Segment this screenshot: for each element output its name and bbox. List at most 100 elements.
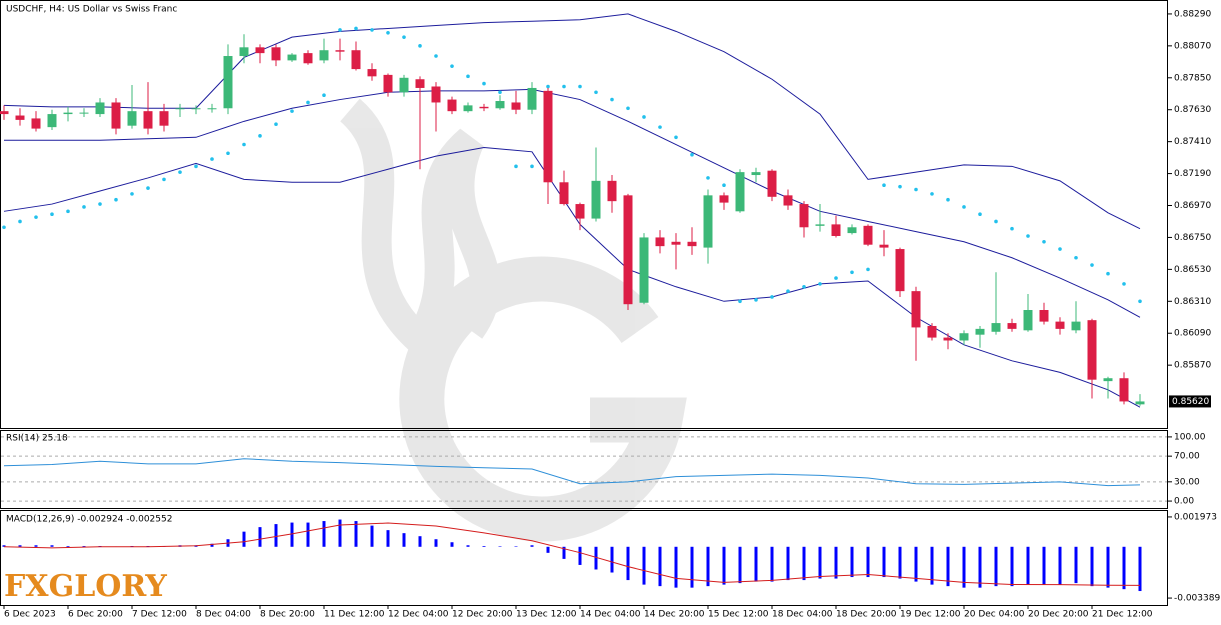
- candle-body: [527, 87, 537, 110]
- x-tick-label: 8 Dec 20:00: [260, 610, 315, 620]
- sar-dot: [114, 197, 118, 202]
- macd-bar: [338, 519, 342, 547]
- y-tick-label: -0.003389: [1174, 594, 1220, 604]
- candle-body: [879, 244, 889, 248]
- y-tick-label: 0.00: [1174, 497, 1194, 507]
- candle-body: [175, 108, 185, 110]
- sar-dot: [642, 115, 646, 119]
- sar-dot: [1122, 282, 1126, 286]
- candle-body: [671, 241, 681, 245]
- sar-dot: [514, 164, 518, 169]
- macd-bar: [434, 539, 438, 547]
- macd-bar: [50, 545, 54, 547]
- sar-dot: [530, 164, 534, 169]
- candle-body: [15, 115, 25, 120]
- macd-bar: [1138, 546, 1142, 592]
- candle-body: [351, 50, 361, 70]
- macd-bar: [210, 543, 214, 547]
- macd-bar: [530, 545, 534, 547]
- sar-dot: [770, 295, 774, 299]
- candle-body: [159, 111, 169, 126]
- sar-dot: [546, 84, 550, 89]
- candle-body: [703, 195, 713, 248]
- candle-body: [767, 170, 777, 197]
- x-tick-label: 20 Dec 20:00: [1028, 610, 1089, 620]
- sar-dot: [162, 177, 166, 182]
- macd-bar: [386, 530, 390, 547]
- sar-dot: [306, 100, 310, 105]
- candle-body: [719, 195, 729, 203]
- sar-dot: [786, 289, 790, 293]
- macd-bar: [466, 545, 470, 547]
- y-tick-label: 0.87630: [1174, 105, 1211, 115]
- sar-dot: [66, 209, 70, 214]
- sar-dot: [1010, 226, 1014, 231]
- sar-dot: [594, 90, 598, 95]
- candle-body: [543, 90, 553, 183]
- macd-bar: [498, 546, 502, 547]
- sar-dot: [962, 205, 966, 209]
- x-tick-label: 18 Dec 20:00: [836, 610, 897, 620]
- macd-bar: [258, 527, 262, 547]
- y-tick-label: 0.87850: [1174, 73, 1211, 83]
- candle-body: [335, 50, 345, 52]
- candle-body: [31, 118, 41, 129]
- candle-body: [415, 79, 425, 88]
- candle-body: [127, 111, 137, 126]
- sar-dot: [418, 44, 422, 48]
- sar-dot: [370, 28, 374, 32]
- candle-body: [655, 237, 665, 247]
- sar-dot: [274, 122, 278, 127]
- macd-bar: [450, 542, 454, 547]
- sar-dot: [882, 183, 886, 187]
- candle-body: [1039, 310, 1049, 322]
- candle-body: [207, 108, 217, 110]
- y-tick-label: 100.00: [1174, 432, 1206, 442]
- macd-frame: [0, 510, 1168, 606]
- sar-dot: [1058, 247, 1062, 251]
- candle-body: [271, 47, 281, 61]
- x-tick-label: 8 Dec 04:00: [196, 610, 251, 620]
- macd-bar: [82, 546, 86, 547]
- y-tick-label: 0.86090: [1174, 329, 1211, 339]
- macd-bar: [914, 546, 918, 582]
- y-tick-label: 0.86970: [1174, 201, 1211, 211]
- sar-dot: [626, 106, 630, 111]
- candle-body: [95, 102, 105, 115]
- candle-body: [399, 77, 409, 93]
- sar-dot: [706, 176, 710, 180]
- x-tick-label: 20 Dec 04:00: [964, 610, 1025, 620]
- band-line: [4, 88, 1141, 318]
- macd-bar: [626, 546, 630, 581]
- macd-bar: [562, 546, 566, 559]
- candle-body: [991, 323, 1001, 332]
- candle-body: [1023, 310, 1033, 331]
- candle-body: [1135, 401, 1145, 405]
- candle-body: [303, 53, 313, 64]
- rsi-frame: [0, 430, 1168, 509]
- candle-body: [863, 225, 873, 245]
- candle-body: [559, 182, 569, 205]
- sar-dot: [402, 35, 406, 39]
- candle-body: [735, 172, 745, 212]
- candle-body: [223, 56, 233, 109]
- sar-dot: [322, 93, 326, 98]
- sar-dot: [34, 215, 38, 219]
- macd-bar: [34, 545, 38, 547]
- sar-dot: [1074, 255, 1078, 260]
- sar-dot: [866, 267, 870, 272]
- candle-body: [239, 47, 249, 57]
- sar-dot: [450, 64, 454, 68]
- sar-dot: [242, 142, 246, 147]
- sar-dot: [386, 31, 390, 35]
- candle-body: [911, 291, 921, 328]
- macd-bar: [802, 546, 806, 581]
- sar-dot: [674, 135, 678, 140]
- sar-dot: [130, 192, 134, 196]
- candle-body: [1071, 321, 1081, 331]
- candle-body: [143, 111, 153, 129]
- candle-body: [1087, 320, 1097, 380]
- macd-bar: [850, 546, 854, 578]
- macd-bar: [946, 546, 950, 587]
